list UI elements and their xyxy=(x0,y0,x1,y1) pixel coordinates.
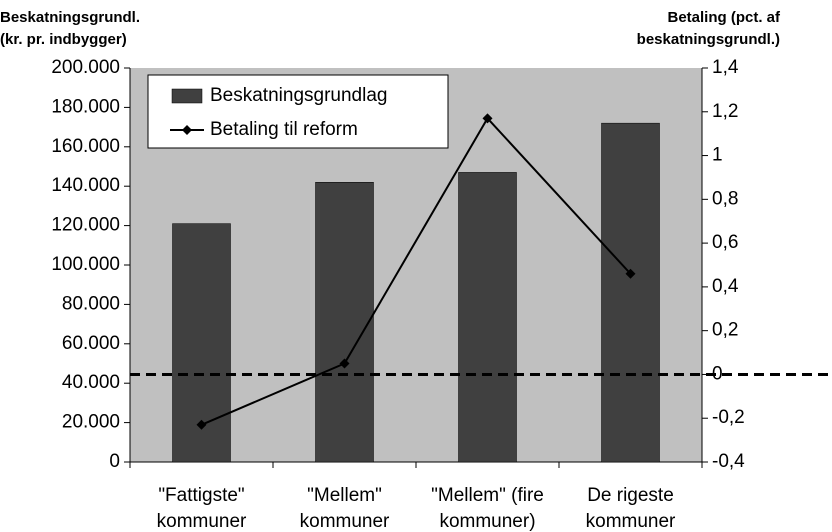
y-tick-label: 80.000 xyxy=(62,293,120,314)
y-tick-label: 200.000 xyxy=(51,57,120,78)
y2-tick-label: 1,2 xyxy=(712,101,738,122)
line-marker xyxy=(339,358,350,369)
y-axis-title: Beskatningsgrundl. xyxy=(0,9,140,26)
legend-label: Beskatningsgrundlag xyxy=(210,85,387,106)
y-tick-label: 0 xyxy=(109,451,120,472)
bar xyxy=(601,122,660,463)
y-tick-label: 40.000 xyxy=(62,372,120,393)
y2-axis-title: beskatningsgrundl.) xyxy=(637,31,780,48)
line-marker xyxy=(196,419,207,430)
y-tick-label: 160.000 xyxy=(51,136,120,157)
y2-tick-label: 0,4 xyxy=(712,276,739,297)
legend xyxy=(147,74,449,149)
y2-axis-title: Betaling (pct. af xyxy=(667,9,781,26)
y-tick-label: 180.000 xyxy=(51,96,120,117)
y-tick-label: 20.000 xyxy=(62,412,120,433)
bar xyxy=(315,182,374,463)
x-tick-label: "Mellem" kommuner xyxy=(300,485,390,532)
y-tick-label: 140.000 xyxy=(51,175,120,196)
x-tick-label: "Mellem" (fire kommuner) xyxy=(431,485,544,532)
y-tick-label: 60.000 xyxy=(62,333,120,354)
y-tick-label: 100.000 xyxy=(51,254,120,275)
y2-tick-label: -0,2 xyxy=(712,407,745,428)
y2-tick-label: 0,6 xyxy=(712,232,738,253)
bar xyxy=(458,172,517,463)
legend-marker xyxy=(182,125,192,135)
y2-tick-label: -0,4 xyxy=(712,451,745,472)
x-tick-label: "Fattigste" kommuner xyxy=(157,485,247,532)
line-marker xyxy=(625,268,636,279)
legend-label: Betaling til reform xyxy=(210,119,358,140)
x-tick-label: De rigeste kommuner xyxy=(586,485,676,532)
y-tick-label: 120.000 xyxy=(51,215,120,236)
legend-swatch xyxy=(171,88,203,104)
y-axis-title: (kr. pr. indbygger) xyxy=(0,31,127,48)
y2-tick-label: 1,4 xyxy=(712,57,739,78)
line-marker xyxy=(482,113,493,124)
line xyxy=(201,116,632,426)
y2-tick-label: 1 xyxy=(712,145,723,166)
y2-tick-label: 0 xyxy=(712,363,723,384)
y2-tick-label: 0,2 xyxy=(712,320,738,341)
y2-tick-label: 0,8 xyxy=(712,188,738,209)
